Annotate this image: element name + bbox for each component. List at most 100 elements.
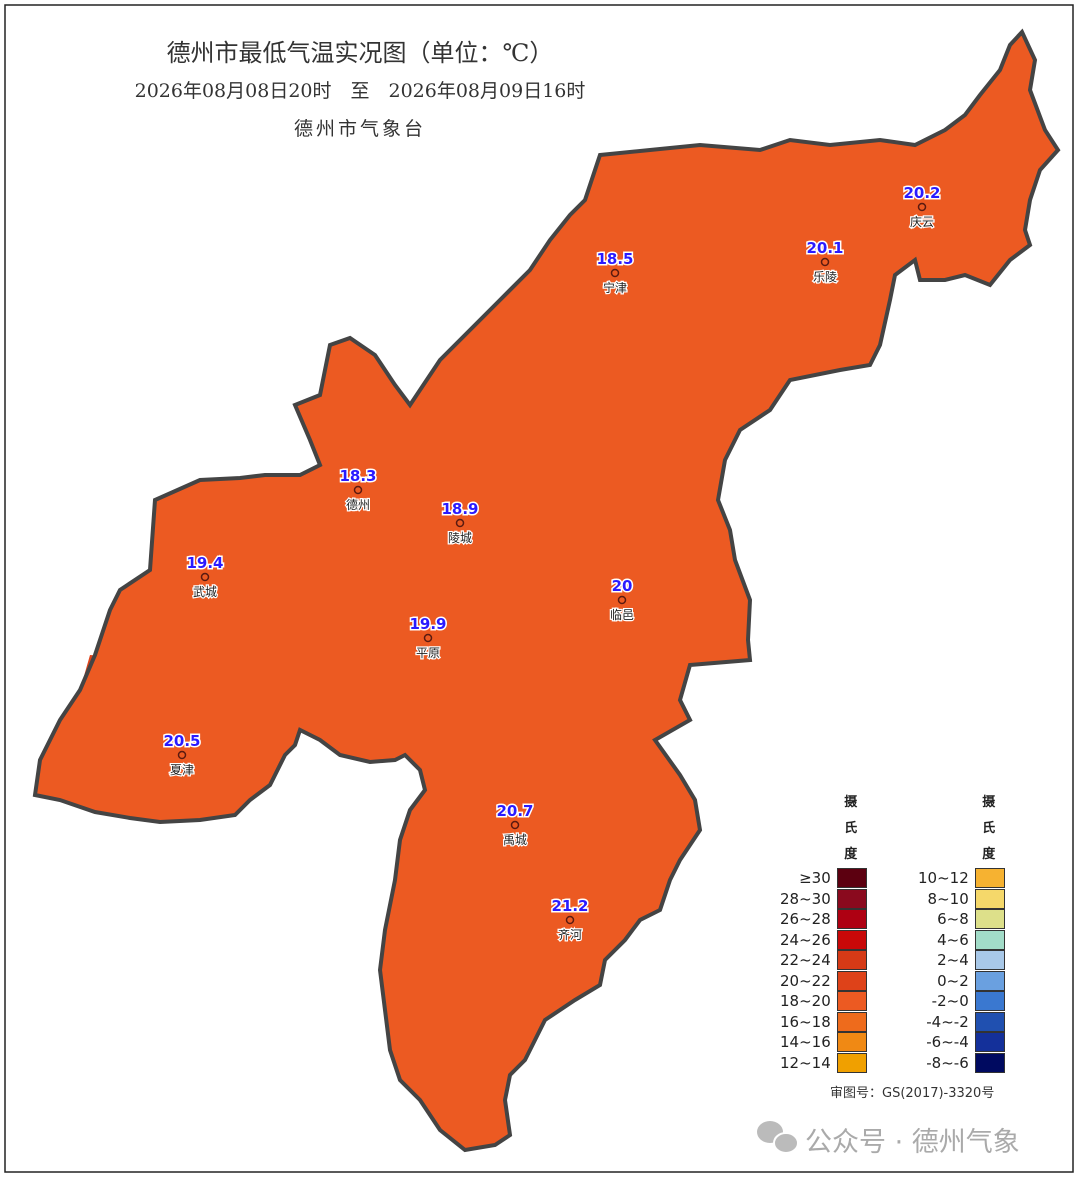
station-dot <box>820 257 830 267</box>
station-dot <box>353 485 363 495</box>
legend-swatch <box>974 909 1005 930</box>
station-dot <box>455 518 465 528</box>
legend-label: -6~-4 <box>926 1033 969 1052</box>
legend-swatch <box>836 888 867 909</box>
legend-item: 20~22 <box>780 970 867 992</box>
legend-label: 12~14 <box>780 1053 831 1072</box>
station-dot <box>423 633 433 643</box>
legend-label: 28~30 <box>780 889 831 908</box>
legend-item: 28~30 <box>780 888 867 910</box>
legend-title: 摄氏度 <box>844 795 858 862</box>
legend-swatch <box>836 1052 867 1073</box>
station-name: 夏津 <box>170 763 194 777</box>
station-name: 德州 <box>346 497 370 512</box>
legend-item: 12~14 <box>780 1052 867 1074</box>
legend-label: ≥30 <box>799 869 831 888</box>
legend-swatch <box>974 868 1005 889</box>
legend-swatch <box>836 909 867 930</box>
issuer: 德州市气象台 <box>293 118 426 140</box>
station-value: 19.4 <box>186 554 223 572</box>
station-name: 武城 <box>193 585 217 599</box>
legend-swatch <box>974 888 1005 909</box>
legend-label: 18~20 <box>780 992 831 1011</box>
legend-swatch <box>974 929 1005 950</box>
legend-label: 2~4 <box>937 951 969 970</box>
legend-item: 4~6 <box>918 929 1005 951</box>
legend-item: -2~0 <box>918 991 1005 1012</box>
legend-label: 4~6 <box>937 930 969 949</box>
station-name: 宁津 <box>603 280 627 295</box>
legend-swatch <box>974 970 1005 991</box>
legend-swatch <box>974 1032 1005 1053</box>
station-value: 18.3 <box>339 467 376 485</box>
station-name: 乐陵 <box>813 270 837 284</box>
legend-item: 26~28 <box>780 909 867 930</box>
legend-swatch <box>974 991 1005 1012</box>
review-number: 审图号：GS(2017)-3320号 <box>830 1086 995 1101</box>
legend-swatch <box>974 1052 1005 1073</box>
legend-item: 22~24 <box>780 950 867 971</box>
legend-item: 16~18 <box>780 1011 867 1033</box>
station-value: 18.9 <box>441 500 478 518</box>
legend-label: 6~8 <box>937 910 969 929</box>
legend-swatch <box>974 1011 1005 1032</box>
legend-label: -8~-6 <box>926 1053 969 1072</box>
legend-label: 8~10 <box>927 889 969 908</box>
station-value: 21.2 <box>551 897 588 915</box>
legend-label: 14~16 <box>780 1033 831 1052</box>
legend-item: 14~16 <box>780 1032 867 1053</box>
frame <box>4 4 1074 1173</box>
title: 德州市最低气温实况图（单位：℃） <box>166 39 554 67</box>
legend-item: 24~26 <box>780 929 867 951</box>
legend-swatch <box>974 950 1005 971</box>
station-dot <box>565 915 575 925</box>
station-value: 20.5 <box>163 732 200 750</box>
legend-item: -4~-2 <box>918 1011 1005 1033</box>
period: 2026年08月08日20时 至 2026年08月09日16时 <box>134 80 586 102</box>
legend-swatch <box>836 1011 867 1032</box>
legend-label: 10~12 <box>918 869 969 888</box>
legend-item: 8~10 <box>918 888 1005 910</box>
legend-item: 10~12 <box>918 868 1005 889</box>
station-dot <box>200 572 210 582</box>
legend-label: 22~24 <box>780 951 831 970</box>
legend-label: 16~18 <box>780 1012 831 1031</box>
station-dot <box>917 202 927 212</box>
legend-swatch <box>836 950 867 971</box>
legend-swatch <box>836 1032 867 1053</box>
station-dot <box>510 820 520 830</box>
legend-label: 26~28 <box>780 910 831 929</box>
station-value: 20.1 <box>806 239 843 257</box>
legend-item: -6~-4 <box>918 1032 1005 1053</box>
legend-column: 摄氏度 ≥30 28~30 26~28 24~26 22~24 20~22 18~20 16~1… <box>780 790 867 1073</box>
legend-label: 24~26 <box>780 930 831 949</box>
legend-item: -8~-6 <box>918 1052 1005 1074</box>
legend-swatch <box>836 991 867 1012</box>
legend-item: 0~2 <box>918 970 1005 992</box>
station-value: 20.7 <box>496 802 533 820</box>
station-name: 临邑 <box>610 608 634 622</box>
legend-swatch <box>836 929 867 950</box>
station-name: 禹城 <box>503 833 527 847</box>
station-value: 20.2 <box>903 184 940 202</box>
legend-item: 2~4 <box>918 950 1005 971</box>
station-name: 庆云 <box>910 215 934 229</box>
station-name: 齐河 <box>558 927 582 942</box>
station-name: 陵城 <box>448 531 472 545</box>
legend-label: -4~-2 <box>926 1012 969 1031</box>
legend-item: 6~8 <box>918 909 1005 930</box>
legend-label: 20~22 <box>780 971 831 990</box>
legend-item: ≥30 <box>780 868 867 889</box>
legend-swatch <box>836 970 867 991</box>
legend-label: 0~2 <box>937 971 969 990</box>
watermark: 公众号 · 德州气象 <box>805 1127 1020 1158</box>
wechat-icon <box>757 1121 799 1154</box>
station-value: 20 <box>612 577 633 595</box>
legend-swatch <box>836 868 867 889</box>
station-name: 平原 <box>416 646 440 660</box>
station-dot <box>177 750 187 760</box>
stations: 18.5 宁津 20.1 乐陵 20.2 庆云 18.3 德州 18.9 陵城 19.4 武城 19.9… <box>162 183 942 944</box>
station-dot <box>610 268 620 278</box>
